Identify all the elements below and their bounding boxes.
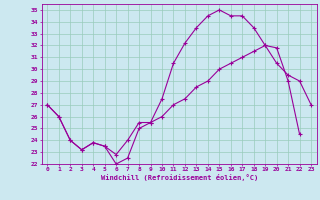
X-axis label: Windchill (Refroidissement éolien,°C): Windchill (Refroidissement éolien,°C) xyxy=(100,174,258,181)
